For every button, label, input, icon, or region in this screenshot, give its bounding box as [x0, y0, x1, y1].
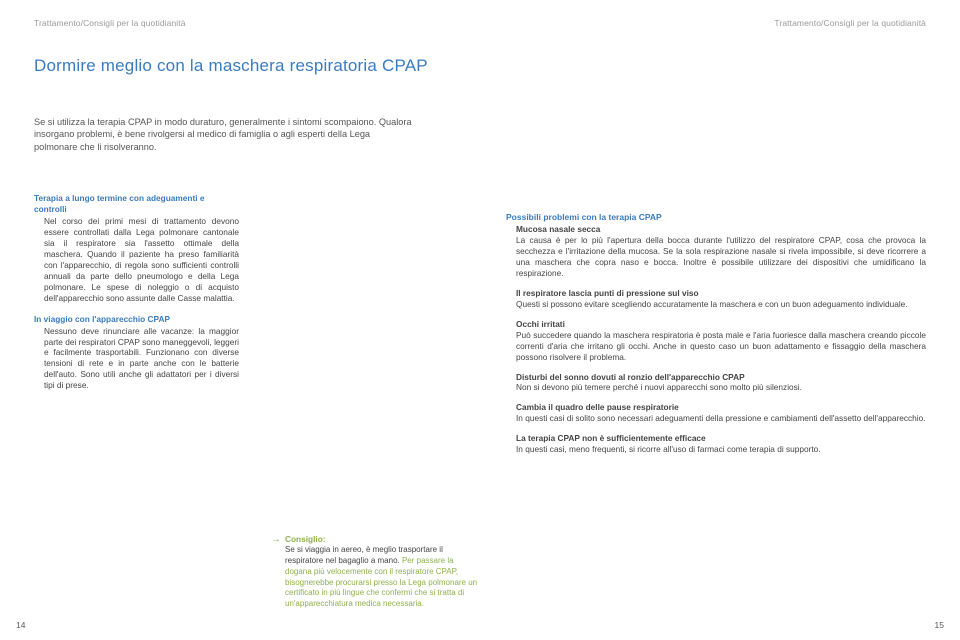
subsection: Il respiratore lascia punti di pressione… — [506, 288, 926, 310]
sub-body: Può succedere quando la maschera respira… — [516, 330, 926, 362]
sub-body: In questi casi, meno frequenti, si ricor… — [516, 444, 821, 454]
section-heading: In viaggio con l'apparecchio CPAP — [34, 314, 239, 325]
sub-body: Questi si possono evitare scegliendo acc… — [516, 299, 908, 309]
sub-body: Non si devono più temere perché i nuovi … — [516, 382, 802, 392]
section-heading: Terapia a lungo termine con adeguamenti … — [34, 193, 239, 215]
section-body: Nel corso dei primi mesi di trattamento … — [34, 216, 239, 304]
arrow-icon: → — [271, 535, 281, 545]
right-column: Possibili problemi con la terapia CPAP M… — [506, 212, 926, 455]
sub-heading: La terapia CPAP non è sufficientemente e… — [516, 433, 926, 444]
sub-heading: Cambia il quadro delle pause respiratori… — [516, 402, 926, 413]
left-column: Terapia a lungo termine con adeguamenti … — [34, 193, 239, 391]
sub-heading: Occhi irritati — [516, 319, 926, 330]
page-spread: Trattamento/Consigli per la quotidianità… — [0, 0, 960, 640]
article-title: Dormire meglio con la maschera respirato… — [34, 56, 454, 76]
subsection: Disturbi del sonno dovuti al ronzio dell… — [506, 372, 926, 394]
page-number-right: 15 — [935, 620, 944, 630]
sub-body: In questi casi di solito sono necessari … — [516, 413, 926, 423]
running-head-right: Trattamento/Consigli per la quotidianità — [506, 18, 926, 28]
tip-heading-text: Consiglio: — [285, 534, 326, 544]
subsection: Cambia il quadro delle pause respiratori… — [506, 402, 926, 424]
sub-heading: Il respiratore lascia punti di pressione… — [516, 288, 926, 299]
sub-heading: Mucosa nasale secca — [516, 224, 926, 235]
section-heading: Possibili problemi con la terapia CPAP — [506, 212, 926, 223]
subsection: La terapia CPAP non è sufficientemente e… — [506, 433, 926, 455]
tip-body: Se si viaggia in aereo, è meglio traspor… — [285, 545, 480, 610]
tip-box: → Consiglio: Se si viaggia in aereo, è m… — [285, 534, 480, 610]
subsection: Mucosa nasale secca La causa è per lo pi… — [506, 224, 926, 279]
sub-heading: Disturbi del sonno dovuti al ronzio dell… — [516, 372, 926, 383]
right-page: Trattamento/Consigli per la quotidianità… — [480, 0, 960, 640]
left-page: Trattamento/Consigli per la quotidianità… — [0, 0, 480, 640]
section-body: Nessuno deve rinunciare alle vacanze: la… — [34, 326, 239, 392]
page-number-left: 14 — [16, 620, 25, 630]
sub-body: La causa è per lo più l'apertura della b… — [516, 235, 926, 278]
intro-paragraph: Se si utilizza la terapia CPAP in modo d… — [34, 116, 414, 153]
tip-heading: → Consiglio: — [285, 534, 480, 545]
subsection: Occhi irritati Può succedere quando la m… — [506, 319, 926, 363]
running-head-left: Trattamento/Consigli per la quotidianità — [34, 18, 454, 28]
